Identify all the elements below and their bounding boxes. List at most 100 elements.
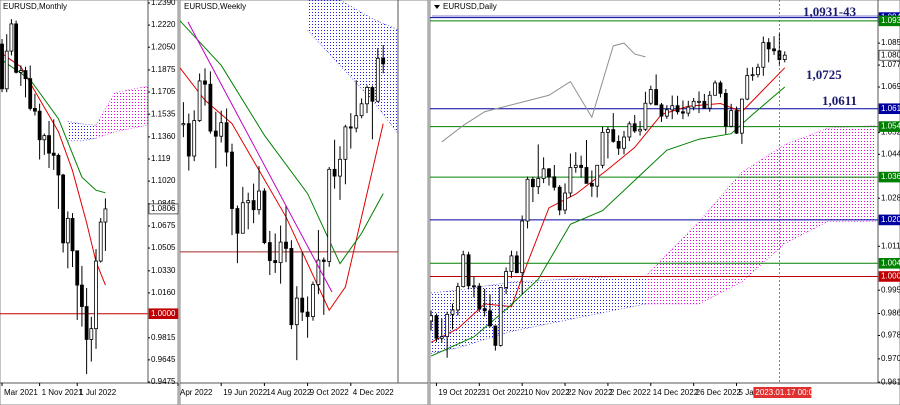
y-tick-label: 1.0330 — [151, 266, 176, 275]
plot-area — [430, 17, 878, 358]
candle-body — [23, 70, 28, 80]
y-tick-label: 1.0445 — [881, 149, 900, 158]
x-tick-label: 14 Dec 2022 — [653, 388, 699, 397]
candle-body — [756, 66, 760, 76]
chart-title: EURUSD,Monthly — [3, 2, 67, 11]
candle-body — [509, 255, 514, 272]
x-tick-label: 1 Nov 2021 — [42, 388, 83, 397]
y-tick-label: 0.9475 — [151, 377, 176, 386]
candle-body — [61, 174, 66, 244]
candle-body — [472, 285, 476, 288]
candle-body — [51, 152, 56, 156]
price-label-box — [878, 171, 900, 183]
candle-body — [365, 87, 369, 105]
candle-body — [230, 151, 234, 209]
candle-body — [654, 89, 659, 106]
cloud-fill — [307, 0, 398, 134]
candle-body — [262, 190, 267, 243]
y-tick-label: 1.2390 — [151, 0, 176, 7]
candle-body — [213, 130, 218, 137]
y-tick-label: 1.0160 — [151, 288, 176, 297]
candle-body — [455, 286, 460, 311]
candle-body — [186, 123, 191, 157]
candle-body — [541, 168, 546, 179]
candle-body — [14, 23, 19, 73]
chart-title: EURUSD,Daily — [443, 2, 497, 11]
candle-body — [611, 129, 616, 142]
candle-body — [648, 89, 653, 104]
candle-body — [445, 313, 450, 338]
candle-body — [777, 50, 782, 60]
price-label: 1.0611 — [881, 104, 900, 113]
cloud-lower — [307, 30, 398, 134]
candle-body — [552, 176, 557, 188]
candle-body — [675, 105, 680, 113]
candle-body — [4, 50, 9, 90]
price-label: 1.0931 — [881, 16, 900, 25]
candle-body — [595, 164, 600, 187]
price-label-box — [878, 257, 900, 269]
y-tick-label: 0.9615 — [881, 377, 900, 386]
y-tick-label: 1.1875 — [151, 65, 176, 74]
candle-body — [240, 202, 245, 234]
candle-body — [734, 110, 739, 134]
y-tick-label: 1.0690 — [881, 82, 900, 91]
candle-body — [627, 123, 632, 138]
candle-body — [525, 178, 530, 222]
indicator-line — [430, 67, 786, 343]
candle-body — [381, 57, 386, 65]
candle-body — [520, 220, 525, 274]
y-tick-label: 0.9645 — [151, 355, 176, 364]
candle-body — [197, 80, 202, 121]
price-label-box — [878, 271, 900, 282]
candle-body — [632, 123, 637, 132]
x-tick-label: Apr 2022 — [180, 388, 213, 397]
candle-body — [782, 54, 787, 60]
annotation: 1,0931-43 — [803, 4, 857, 19]
plot-area — [0, 19, 148, 375]
candle-body — [589, 183, 594, 187]
y-tick-label: 1.1705 — [151, 87, 176, 96]
indicator-line — [180, 67, 384, 312]
price-label-box — [878, 49, 900, 61]
y-tick-label: 1.0675 — [151, 221, 176, 230]
trend-line — [187, 21, 333, 293]
window-menu-icon[interactable] — [434, 5, 440, 9]
y-tick-label: 1.1020 — [151, 176, 176, 185]
candle-body — [638, 128, 642, 132]
candle-body — [321, 259, 326, 262]
cursor-label-box — [753, 387, 812, 398]
candle-body — [579, 164, 584, 168]
candle-body — [42, 135, 47, 141]
price-label-box — [878, 121, 900, 132]
y-tick-label: 1.0770 — [881, 60, 900, 69]
candle-body — [103, 208, 108, 223]
price-label-box — [878, 15, 900, 27]
candle-body — [70, 218, 75, 252]
candle-body — [294, 297, 299, 326]
candle-body — [84, 306, 89, 340]
candle-body — [707, 94, 712, 109]
candle-body — [219, 122, 224, 137]
x-tick-label: 14 Aug 2022 — [266, 388, 311, 397]
candle-body — [257, 190, 261, 211]
candle-body — [606, 129, 610, 133]
candle-body — [98, 221, 103, 262]
candle-body — [530, 178, 535, 188]
candle-body — [80, 284, 84, 307]
candle-body — [181, 123, 186, 126]
x-tick-label: 1 Jul 2022 — [79, 388, 116, 397]
cloud-fill — [96, 86, 148, 139]
candle-body — [37, 110, 42, 141]
candle-body — [568, 167, 573, 194]
candle-body — [430, 315, 433, 322]
candle-body — [600, 131, 605, 166]
candle-body — [723, 92, 728, 127]
y-tick-label: 1.119 — [151, 154, 171, 163]
candle-body — [547, 168, 551, 178]
cloud-upper — [307, 0, 398, 31]
candle-body — [0, 43, 4, 90]
price-label-box — [878, 214, 900, 226]
